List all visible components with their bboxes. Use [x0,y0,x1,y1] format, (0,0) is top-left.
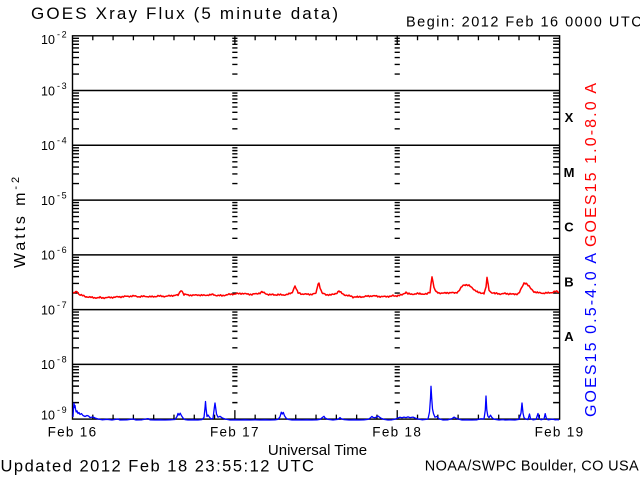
svg-text:-6: -6 [57,245,68,255]
svg-text:10: 10 [41,139,55,153]
svg-text:-4: -4 [57,136,68,146]
svg-text:NOAA/SWPC Boulder, CO USA: NOAA/SWPC Boulder, CO USA [425,459,639,475]
svg-text:-8: -8 [57,355,68,365]
svg-text:Feb 16: Feb 16 [48,425,98,440]
svg-text:C: C [564,220,574,235]
svg-text:-5: -5 [57,190,68,200]
svg-text:10: 10 [41,303,55,317]
svg-text:A: A [564,329,574,344]
svg-text:10: 10 [41,194,55,208]
svg-text:GOES15 0.5-4.0 A: GOES15 0.5-4.0 A [583,251,600,417]
svg-text:Begin: 2012 Feb 16 0000 UTC: Begin: 2012 Feb 16 0000 UTC [406,15,640,31]
svg-text:-9: -9 [57,405,68,415]
svg-text:GOES Xray Flux (5 minute data): GOES Xray Flux (5 minute data) [31,4,340,23]
svg-text:10: 10 [41,409,55,423]
svg-text:X: X [565,110,574,125]
svg-text:Feb 19: Feb 19 [535,425,585,440]
svg-text:GOES15 1.0-8.0 A: GOES15 1.0-8.0 A [583,81,600,247]
svg-text:-7: -7 [57,300,68,310]
svg-text:Updated 2012 Feb 18 23:55:12 U: Updated 2012 Feb 18 23:55:12 UTC [1,458,316,476]
svg-text:M: M [564,165,575,180]
svg-text:10: 10 [41,358,55,372]
svg-text:-3: -3 [57,81,68,91]
svg-text:Feb 17: Feb 17 [210,425,260,440]
svg-text:-2: -2 [57,30,68,40]
svg-text:Universal Time: Universal Time [268,442,367,459]
svg-text:B: B [564,274,573,289]
svg-text:10: 10 [41,249,55,263]
svg-text:Feb 18: Feb 18 [372,425,422,440]
svg-text:10: 10 [41,33,55,47]
svg-text:10: 10 [41,84,55,98]
svg-text:Watts m-2: Watts m-2 [10,174,29,268]
